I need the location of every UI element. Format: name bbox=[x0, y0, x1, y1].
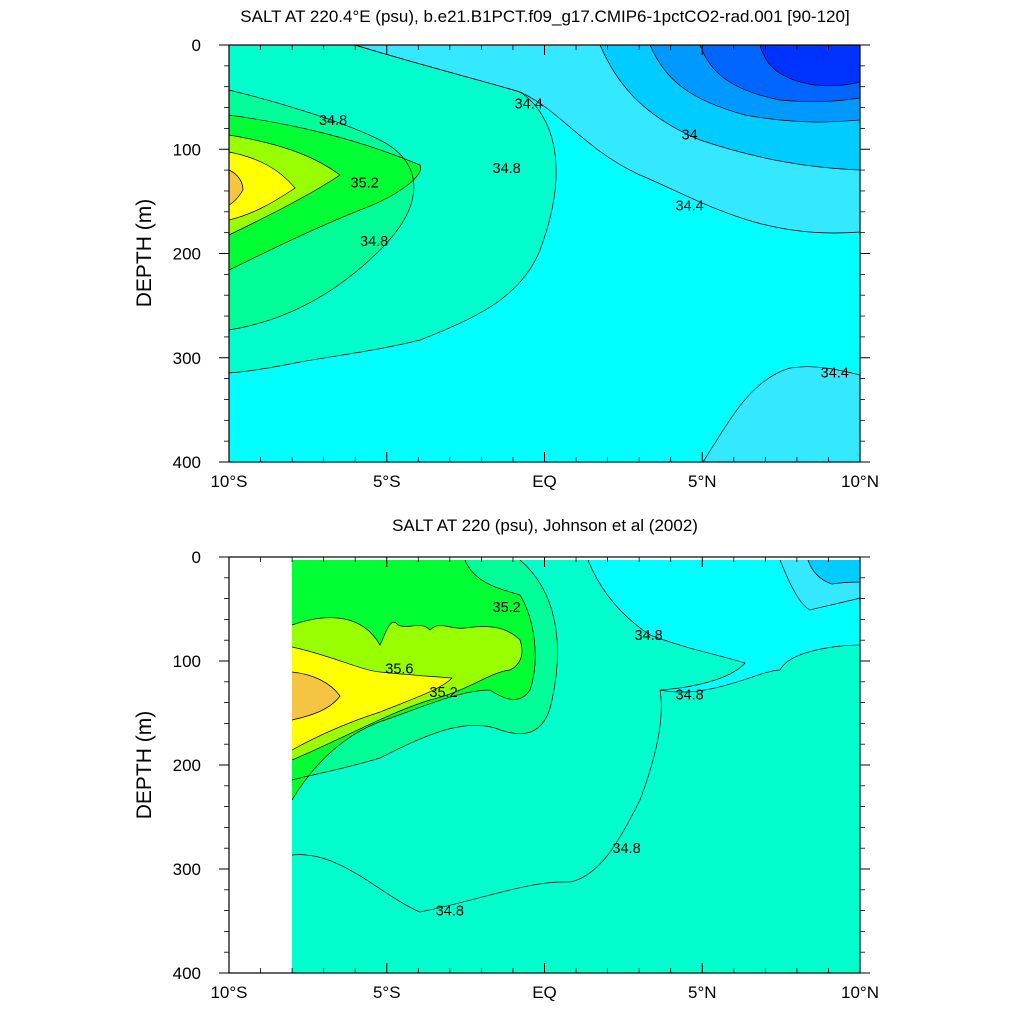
top-contour-field bbox=[229, 45, 860, 462]
bottom-contour-label: 34.8 bbox=[634, 628, 662, 644]
bottom-x-tick-label: EQ bbox=[532, 983, 557, 1002]
bottom-y-tick-label: 300 bbox=[173, 860, 201, 879]
top-x-tick-label: 5°S bbox=[373, 472, 401, 491]
top-contour-label: 34.8 bbox=[319, 113, 347, 129]
bottom-contour-labels: 35.2 34.8 35.6 35.2 34.8 34.8 34.8 bbox=[385, 600, 703, 920]
top-chart-title: SALT AT 220.4°E (psu), b.e21.B1PCT.f09_g… bbox=[240, 7, 849, 26]
bottom-contour-label: 34.8 bbox=[676, 687, 704, 703]
top-contour-label: 34.4 bbox=[676, 199, 704, 215]
bottom-y-tick-label: 200 bbox=[173, 756, 201, 775]
bottom-x-tick-label: 10°S bbox=[210, 983, 247, 1002]
bottom-x-tick-label: 10°N bbox=[841, 983, 879, 1002]
bottom-y-tick-label: 100 bbox=[173, 652, 201, 671]
bottom-fill-34.4 bbox=[588, 560, 860, 693]
top-y-tick-label: 200 bbox=[173, 245, 201, 264]
top-contour-label: 34 bbox=[682, 128, 698, 144]
top-axes: 10°S 5°S EQ 5°N 10°N 0 100 200 300 400 bbox=[173, 36, 879, 491]
top-contour-label: 34.4 bbox=[515, 96, 543, 112]
bottom-contour-field bbox=[292, 560, 860, 973]
top-y-tick-label: 400 bbox=[173, 453, 201, 472]
bottom-contour-label: 34.8 bbox=[612, 841, 640, 857]
bottom-chart-title: SALT AT 220 (psu), Johnson et al (2002) bbox=[392, 516, 698, 535]
top-y-tick-label: 300 bbox=[173, 349, 201, 368]
top-contour-label: 34.8 bbox=[493, 161, 521, 177]
top-x-tick-label: EQ bbox=[532, 472, 557, 491]
top-fill-33.6 bbox=[760, 45, 860, 86]
top-fill-34.4-deep bbox=[703, 366, 860, 462]
top-fill-35.6 bbox=[229, 152, 295, 220]
bottom-y-tick-label: 0 bbox=[192, 548, 201, 567]
bottom-x-tick-label: 5°S bbox=[373, 983, 401, 1002]
top-contour-label: 34.4 bbox=[821, 365, 849, 381]
bottom-x-tick-label: 5°N bbox=[688, 983, 717, 1002]
top-x-tick-label: 10°S bbox=[210, 472, 247, 491]
bottom-contour-lines bbox=[291, 559, 861, 913]
bottom-y-tick-label: 400 bbox=[173, 964, 201, 983]
top-x-tick-label: 5°N bbox=[688, 472, 717, 491]
bottom-axes: 10°S 5°S EQ 5°N 10°N 0 100 200 300 400 bbox=[173, 548, 879, 1002]
bottom-y-axis-label: DEPTH (m) bbox=[133, 711, 156, 820]
bottom-contour-label: 35.2 bbox=[493, 600, 521, 616]
top-contour-labels: 34.8 35.2 34.8 34.8 34.4 34 34.4 34.4 bbox=[319, 96, 849, 381]
bottom-contour-label: 35.6 bbox=[385, 661, 413, 677]
top-y-tick-label: 100 bbox=[173, 140, 201, 159]
top-y-axis-label: DEPTH (m) bbox=[133, 199, 156, 308]
top-x-tick-label: 10°N bbox=[841, 472, 879, 491]
bottom-contour-label: 34.8 bbox=[436, 904, 464, 920]
top-contour-lines bbox=[228, 44, 861, 463]
top-contour-label: 35.2 bbox=[351, 176, 379, 192]
bottom-fill-35.8 bbox=[292, 672, 340, 720]
top-contour-label: 34.8 bbox=[360, 234, 388, 250]
top-y-tick-label: 0 bbox=[192, 36, 201, 55]
bottom-fill-35.6 bbox=[292, 647, 452, 750]
bottom-contour-label: 35.2 bbox=[429, 685, 457, 701]
